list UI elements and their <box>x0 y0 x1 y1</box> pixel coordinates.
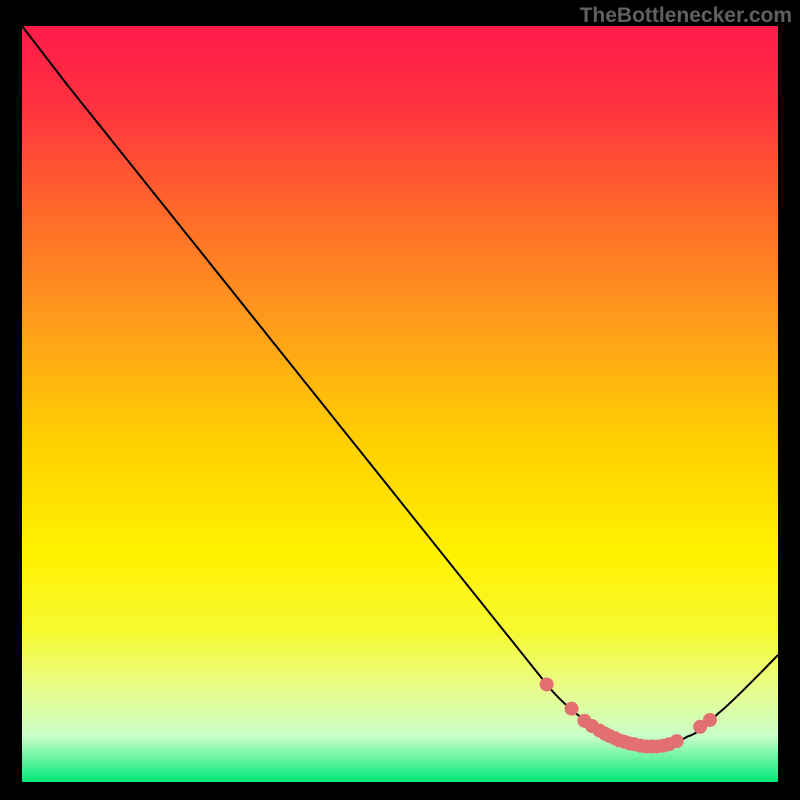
data-point <box>703 713 717 727</box>
data-point <box>670 734 684 748</box>
bottleneck-chart <box>0 0 800 800</box>
data-point <box>565 702 579 716</box>
data-point <box>540 677 554 691</box>
chart-background <box>22 26 778 782</box>
